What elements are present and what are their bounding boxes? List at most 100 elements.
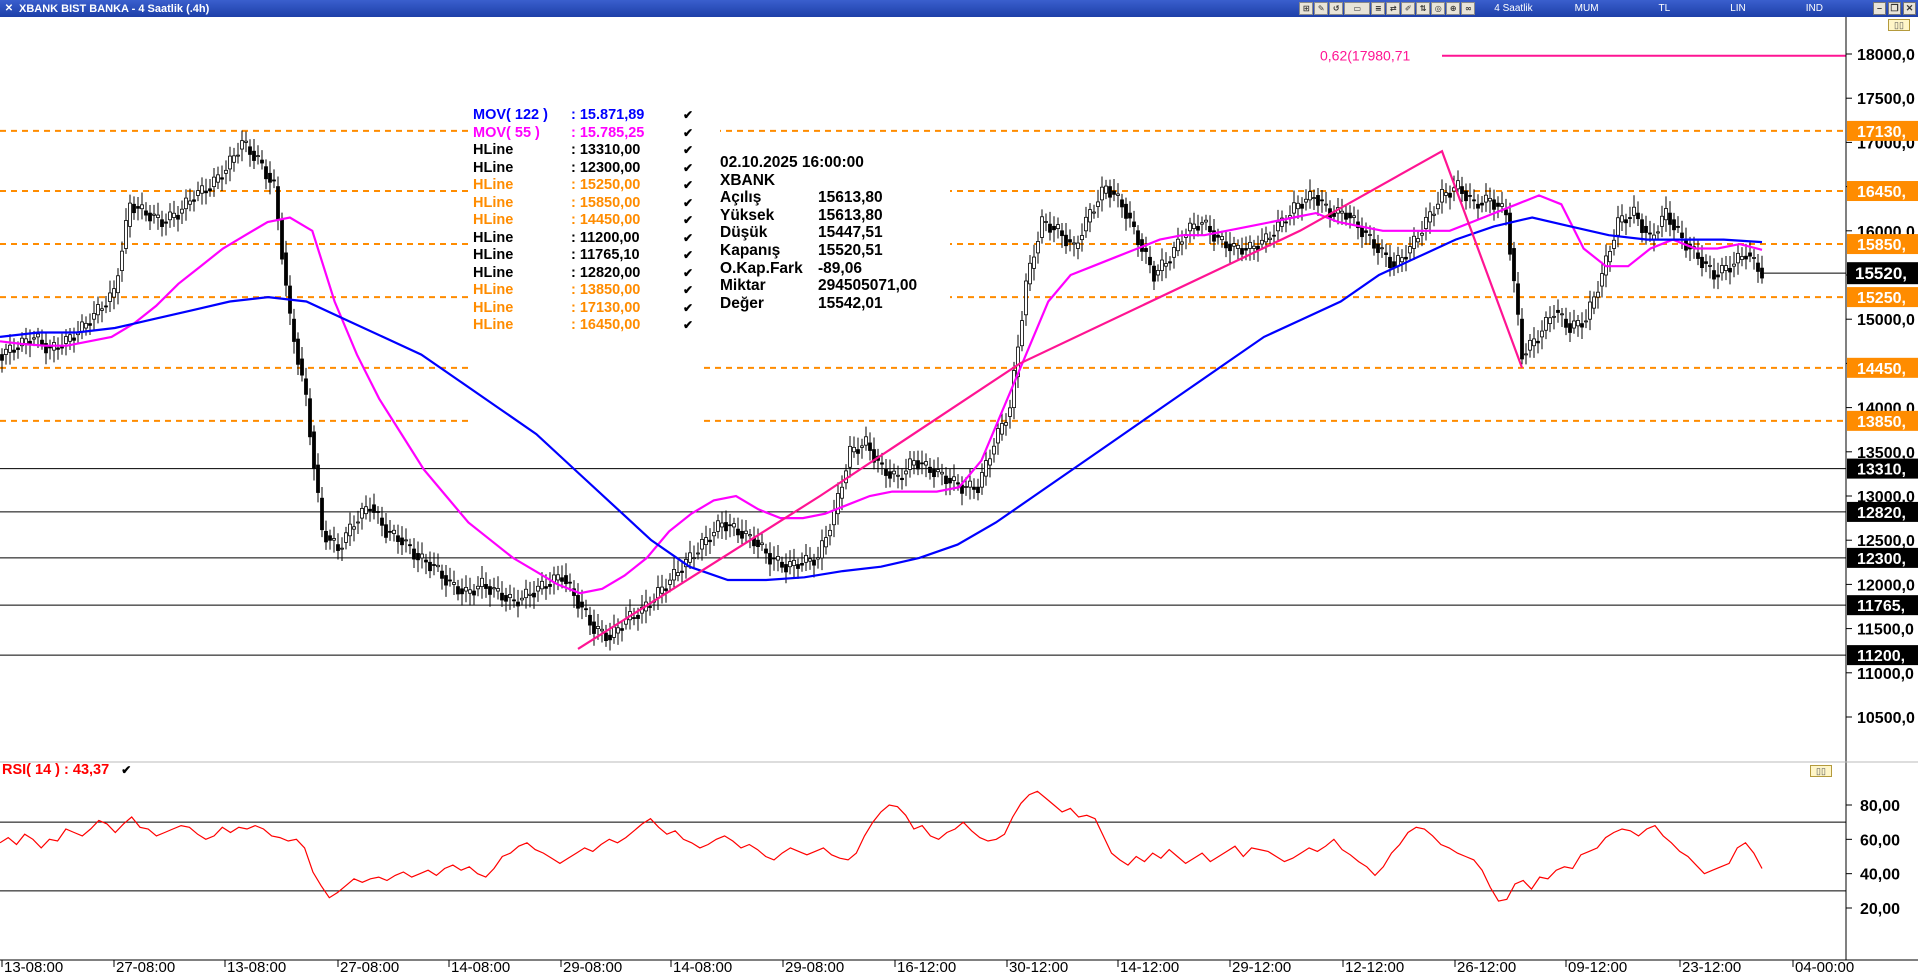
candle-body <box>252 150 256 161</box>
candle-body <box>100 308 104 311</box>
candle-body <box>1148 256 1152 266</box>
candle-body <box>1740 256 1744 260</box>
legend-check-icon[interactable]: ✔ <box>683 265 694 280</box>
candle-body <box>1616 217 1620 236</box>
legend-check-icon[interactable]: ✔ <box>683 300 694 315</box>
candle-body <box>1636 212 1640 220</box>
currency-selector[interactable]: TL <box>1658 3 1671 14</box>
time-tick-label: 09-12:00 <box>1568 959 1627 976</box>
window-title: XBANK BIST BANKA - 4 Saatlik (.4h) <box>19 2 210 15</box>
info-label: Açılış <box>720 189 762 207</box>
candle-body <box>820 540 824 559</box>
indicator-selector[interactable]: IND <box>1805 3 1823 14</box>
legend-value: : 13310,00 <box>571 142 641 158</box>
candle-body <box>648 606 652 608</box>
candle-body <box>532 592 536 598</box>
candle-body <box>20 337 24 347</box>
candle-body <box>500 592 504 601</box>
legend-value: : 15250,00 <box>571 177 641 193</box>
candle-body <box>964 486 968 488</box>
chart-style-selector[interactable]: MUM <box>1574 3 1599 14</box>
legend-check-icon[interactable]: ✔ <box>683 283 694 297</box>
legend-check-icon[interactable]: ✔ <box>683 230 694 245</box>
legend-check-icon[interactable]: ✔ <box>683 178 694 192</box>
legend-name: HLine <box>473 282 514 298</box>
candle-body <box>1136 230 1140 246</box>
info-label: Kapanış <box>720 241 781 259</box>
rsi-panel-expand-button[interactable]: ▯▯ <box>1810 765 1832 777</box>
candle-body <box>1388 256 1392 268</box>
legend-check-icon[interactable]: ✔ <box>683 160 694 175</box>
candle-body <box>976 486 980 493</box>
fib-level-label: 0,62(17980,71 <box>1320 48 1411 64</box>
restore-button[interactable]: ❐ <box>1888 2 1901 15</box>
legend-mask <box>470 363 700 372</box>
globe-icon[interactable]: ◎ <box>1431 2 1446 15</box>
candle-body <box>620 628 624 631</box>
candle-body <box>360 508 364 519</box>
candle-body <box>276 186 280 220</box>
legend-check-icon[interactable]: ✔ <box>683 125 694 140</box>
app-icon: ✕ <box>4 2 14 14</box>
candle-body <box>676 572 680 576</box>
candle-body <box>112 288 116 298</box>
crosshair-icon[interactable]: ⊞ <box>1299 2 1314 15</box>
legend-check-icon[interactable]: ✔ <box>683 318 694 332</box>
scale-selector[interactable]: LIN <box>1730 3 1746 14</box>
candle-body <box>412 548 416 560</box>
candle-body <box>92 313 96 320</box>
legend-check-icon[interactable]: ✔ <box>683 195 694 210</box>
period-selector[interactable]: 4 Saatlik <box>1494 3 1533 14</box>
draw-icon[interactable]: ✎ <box>1314 2 1329 15</box>
candle-body <box>384 524 388 538</box>
minimize-button[interactable]: – <box>1873 2 1886 15</box>
candle-body <box>520 597 524 601</box>
candle-body <box>952 476 956 481</box>
legend-check-icon[interactable]: ✔ <box>683 213 694 227</box>
candle-body <box>1520 318 1524 360</box>
candle-body <box>24 338 28 344</box>
candle-body <box>1672 219 1676 231</box>
candle-body <box>1300 203 1304 209</box>
list-icon[interactable]: ≡ <box>1371 2 1386 15</box>
pencil-icon[interactable]: ✐ <box>1401 2 1416 15</box>
rsi-visibility-check[interactable]: ✔ <box>121 763 132 777</box>
candle-body <box>584 608 588 611</box>
legend-check-icon[interactable]: ✔ <box>683 108 694 122</box>
candle-body <box>256 155 260 158</box>
price-chart[interactable]: 0,62(17980,71 10500,0 11000,0 11500,0 12000… <box>0 17 1918 977</box>
reset-icon[interactable]: ↺ <box>1329 2 1344 15</box>
legend-check-icon[interactable]: ✔ <box>683 248 694 262</box>
candle-body <box>308 398 312 438</box>
candle-body <box>800 563 804 566</box>
candle-body <box>1340 210 1344 214</box>
candle-body <box>476 585 480 590</box>
close-button[interactable]: ✕ <box>1903 2 1916 15</box>
candle-body <box>808 558 812 562</box>
candle-body <box>1012 370 1016 409</box>
candle-body <box>576 595 580 609</box>
candle-body <box>164 221 168 224</box>
candle-body <box>260 159 264 164</box>
candle-body <box>1716 274 1720 278</box>
target-icon[interactable]: ⊕ <box>1446 2 1461 15</box>
candle-body <box>320 497 324 531</box>
panel-expand-button[interactable]: ▯▯ <box>1888 19 1910 31</box>
candle-body <box>1304 198 1308 203</box>
legend-check-icon[interactable]: ✔ <box>683 143 694 157</box>
candle-body <box>564 575 568 585</box>
hline-price-tag <box>1847 287 1918 308</box>
candle-body <box>336 544 340 551</box>
candle-body <box>268 172 272 183</box>
candle-body <box>232 155 236 163</box>
settings-icon[interactable]: ▭ <box>1344 2 1371 15</box>
compare-icon[interactable]: ⇄ <box>1386 2 1401 15</box>
candle-body <box>1624 219 1628 224</box>
info-label: O.Kap.Fark <box>720 259 803 277</box>
candle-body <box>1268 237 1272 241</box>
candle-body <box>1648 232 1652 235</box>
candle-body <box>824 537 828 548</box>
candle-body <box>1104 185 1108 194</box>
scale-icon[interactable]: ⇅ <box>1416 2 1431 15</box>
chain-icon[interactable]: ∞ <box>1461 2 1476 15</box>
